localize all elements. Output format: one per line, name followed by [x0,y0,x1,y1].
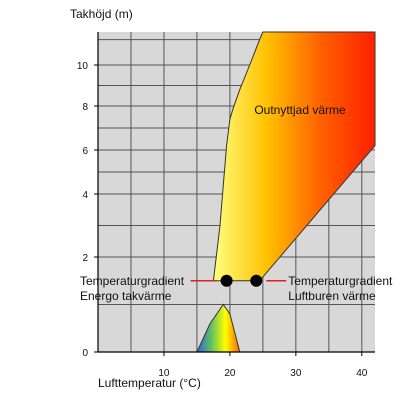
gradient-point-energo [220,274,233,287]
ticks: 0 2 4 6 8 10 10 20 30 40 [77,61,368,379]
point-label-energo-line1: Temperaturgradient [80,274,185,288]
y-tick-label: 4 [82,190,88,201]
x-tick-label: 40 [356,368,368,379]
y-tick-label: 10 [77,61,89,72]
regions [196,31,376,353]
gradient-point-luftburen [250,274,263,287]
x-axis-label: Lufttemperatur (°C) [98,376,201,390]
point-label-luftburen-line2: Luftburen värme [288,289,376,303]
x-tick-label: 10 [158,368,170,379]
region-label-unused-heat: Outnyttjad värme [254,103,346,117]
y-tick-label: 2 [82,253,88,264]
x-tick-label: 20 [224,368,236,379]
y-tick-label: 8 [82,102,88,113]
y-tick-label: 0 [82,348,88,359]
point-label-energo-line2: Energo takvärme [80,289,172,303]
y-tick-label: 6 [82,146,88,157]
unused-heat-region [212,31,376,282]
point-label-luftburen-line1: Temperaturgradient [288,274,393,288]
y-axis-label: Takhöjd (m) [70,7,133,21]
axes [97,32,375,353]
x-tick-label: 30 [290,368,302,379]
